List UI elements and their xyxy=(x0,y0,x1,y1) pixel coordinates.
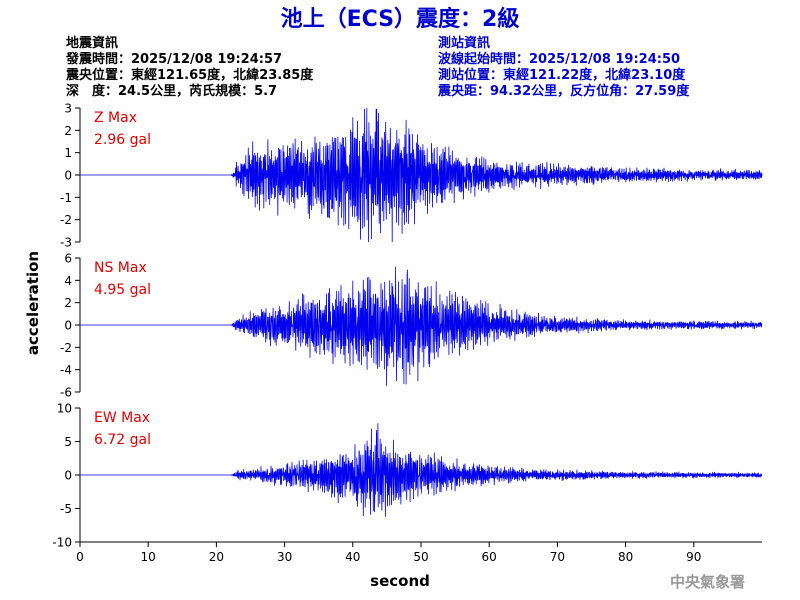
x-axis-label: second xyxy=(370,572,430,590)
panel-ew: -10 -5 0 5 10 EW Max 6.72 gal xyxy=(52,402,763,550)
y-tick-label: 10 xyxy=(57,402,72,416)
y-tick-label: 6 xyxy=(64,252,72,266)
y-tick-label: 0 xyxy=(64,319,72,333)
event-epicenter-location: 震央位置：東經121.65度，北緯23.85度 xyxy=(65,67,314,83)
x-tick-label: 0 xyxy=(76,550,84,564)
max-value: 2.96 gal xyxy=(94,132,151,148)
y-tick-label: 1 xyxy=(64,146,72,160)
y-axis-label: acceleration xyxy=(24,251,42,355)
max-label: EW Max xyxy=(94,410,150,426)
x-tick-label: 60 xyxy=(482,550,497,564)
x-tick-label: 30 xyxy=(277,550,292,564)
y-tick-label: 5 xyxy=(64,435,72,449)
event-info-heading: 地震資訊 xyxy=(66,35,118,51)
y-tick-label: 0 xyxy=(64,169,72,183)
y-tick-label: -2 xyxy=(60,213,72,227)
panel-ns: -6 -4 -2 0 2 4 6 NS Max 4.95 gal xyxy=(60,252,763,400)
x-tick-label: 80 xyxy=(618,550,633,564)
y-tick-label: -2 xyxy=(60,341,72,355)
y-tick-label: -1 xyxy=(60,191,72,205)
station-epicentral-distance: 震央距：94.32公里，反方位角：27.59度 xyxy=(437,83,690,99)
y-tick-label: 4 xyxy=(64,274,72,288)
waveform-trace-ns xyxy=(80,266,763,386)
y-tick-label: -6 xyxy=(60,386,72,400)
max-value: 6.72 gal xyxy=(94,432,151,448)
y-tick-label: 3 xyxy=(64,102,72,116)
waveform-trace-ew xyxy=(80,423,763,517)
y-tick-label: 0 xyxy=(64,469,72,483)
y-tick-label: 2 xyxy=(64,124,72,138)
y-tick-label: -10 xyxy=(52,536,72,550)
x-tick-label: 40 xyxy=(345,550,360,564)
y-tick-label: -4 xyxy=(60,363,72,377)
y-tick-label: -3 xyxy=(60,236,72,250)
agency-watermark: 中央氣象署 xyxy=(670,573,745,591)
waveform-trace-z xyxy=(80,107,763,243)
max-value: 4.95 gal xyxy=(94,282,151,298)
event-origin-time: 發震時間：2025/12/08 19:24:57 xyxy=(65,51,282,67)
station-info-heading: 測站資訊 xyxy=(438,35,490,51)
event-info-block: 地震資訊 發震時間：2025/12/08 19:24:57 震央位置：東經121… xyxy=(65,35,314,99)
x-tick-label: 10 xyxy=(141,550,156,564)
x-tick-label: 50 xyxy=(413,550,428,564)
x-tick-label: 20 xyxy=(209,550,224,564)
max-label: NS Max xyxy=(94,260,147,276)
station-info-block: 測站資訊 波線起始時間：2025/12/08 19:24:50 測站位置：東經1… xyxy=(437,35,690,99)
station-wave-start-time: 波線起始時間：2025/12/08 19:24:50 xyxy=(438,51,680,67)
station-location: 測站位置：東經121.22度，北緯23.10度 xyxy=(438,67,686,83)
panel-z: -3 -2 -1 0 1 2 3 Z Max 2.96 gal xyxy=(60,102,763,250)
y-tick-label: 2 xyxy=(64,296,72,310)
figure-title: 池上（ECS）震度：2級 xyxy=(281,6,520,32)
max-label: Z Max xyxy=(94,110,137,126)
x-tick-label: 90 xyxy=(686,550,701,564)
y-tick-label: -5 xyxy=(60,502,72,516)
x-tick-label: 70 xyxy=(550,550,565,564)
event-depth-magnitude: 深 度：24.5公里，芮氏規模：5.7 xyxy=(66,83,277,99)
